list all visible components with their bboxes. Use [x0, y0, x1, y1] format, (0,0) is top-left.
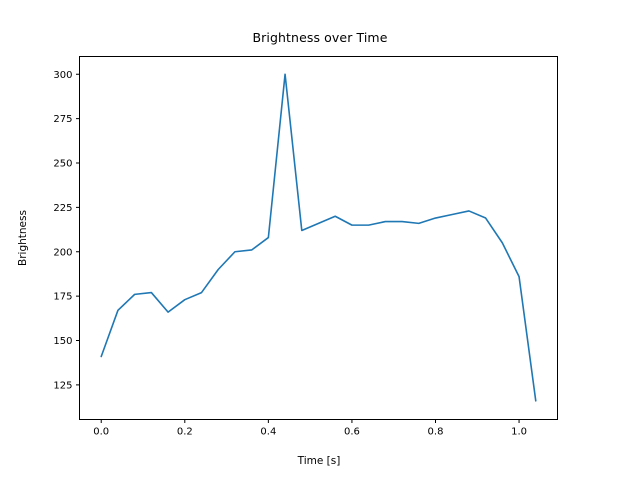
x-axis-ticks: 0.0 0.2 0.4 0.6 0.8 1.0: [93, 419, 527, 438]
x-axis-label: Time [s]: [297, 455, 341, 467]
x-tick-label: 0.0: [93, 427, 109, 438]
y-tick-label: 275: [53, 114, 72, 125]
y-tick-label: 250: [53, 159, 72, 170]
y-tick-label: 125: [53, 380, 72, 391]
x-tick-label: 0.2: [177, 427, 193, 438]
x-tick-label: 0.6: [344, 427, 360, 438]
y-tick-label: 225: [53, 203, 72, 214]
y-tick-label: 300: [53, 70, 72, 81]
x-tick-label: 1.0: [511, 427, 527, 438]
data-series-brightness: [100, 73, 537, 402]
x-tick-label: 0.8: [428, 427, 444, 438]
y-axis-label: Brightness: [17, 210, 29, 266]
chart-title: Brightness over Time: [252, 30, 388, 45]
x-tick-label: 0.4: [260, 427, 276, 438]
y-tick-label: 175: [53, 292, 72, 303]
y-tick-label: 150: [53, 336, 72, 347]
y-tick-label: 200: [53, 247, 72, 258]
plot-area-frame: [79, 56, 558, 420]
y-axis-ticks: 125 150 175 200 225 250 275 300: [53, 70, 80, 391]
